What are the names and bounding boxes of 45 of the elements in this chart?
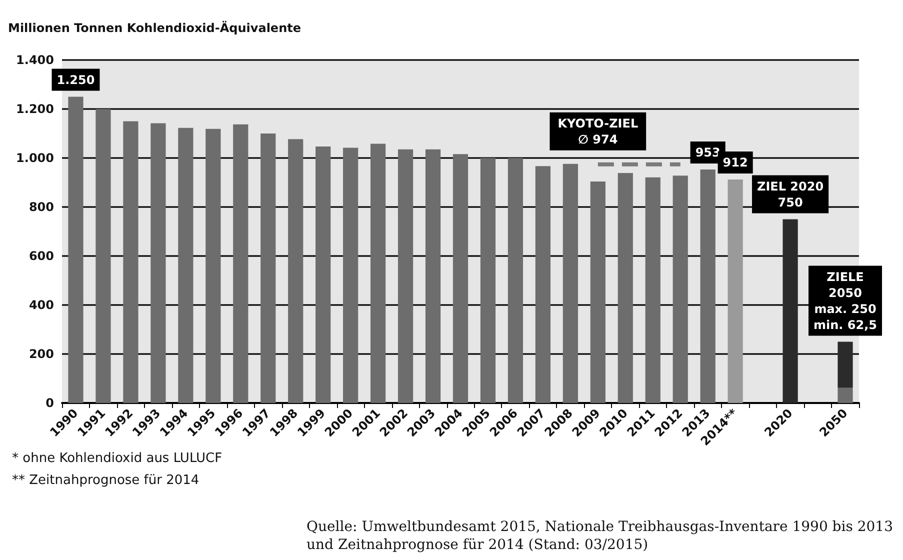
y-axis-title: Millionen Tonnen Kohlendioxid-Äquivalente — [8, 20, 301, 35]
bar — [452, 154, 468, 403]
bar — [233, 124, 248, 403]
y-tick-label: 800 — [28, 200, 54, 214]
bar — [123, 121, 138, 403]
bar — [178, 128, 194, 403]
bar — [535, 166, 551, 403]
y-tick-label: 1.000 — [16, 151, 54, 165]
annotation: KYOTO-ZIEL ∅ 974 — [558, 116, 638, 146]
bar — [288, 139, 304, 403]
bar — [206, 128, 221, 403]
bar — [562, 164, 578, 403]
bar — [728, 180, 743, 403]
y-tick-label: 600 — [28, 249, 54, 263]
bar — [590, 182, 606, 403]
source-note: Quelle: Umweltbundesamt 2015, Nationale Treibhausgas-Inventare 1990 bis 2013 und Zeitnahprognose für 2014 (Stand: 03/2015) — [306, 519, 894, 553]
bar — [260, 134, 276, 403]
bar — [618, 172, 633, 403]
data-label: 912 — [722, 156, 748, 170]
data-label: ZIELE 2050 max. 250 min. 62,5 — [814, 270, 878, 332]
bar — [838, 388, 853, 403]
bar — [150, 123, 166, 403]
bar — [672, 176, 688, 403]
bar — [68, 96, 84, 403]
data-label: 953 — [695, 146, 720, 160]
bar — [343, 148, 358, 403]
bar — [316, 146, 331, 403]
bar — [838, 342, 853, 388]
bar — [645, 177, 660, 403]
data-label: ZIEL 2020 750 — [756, 179, 824, 210]
data-label: 1.250 — [56, 72, 95, 87]
bar — [700, 170, 716, 403]
y-tick-label: 400 — [28, 298, 54, 312]
bar — [96, 109, 111, 403]
bar — [398, 149, 414, 403]
y-tick-label: 200 — [28, 347, 54, 361]
bar — [370, 144, 386, 403]
y-tick-label: 1.400 — [16, 53, 54, 67]
bar — [480, 158, 496, 403]
y-tick-label: 0 — [46, 396, 54, 410]
y-tick-label: 1.200 — [16, 102, 54, 116]
text: * ohne Kohlendioxid aus LULUCF — [12, 451, 222, 466]
text: ** Zeitnahprognose für 2014 — [12, 473, 200, 488]
bar — [425, 149, 441, 403]
bar — [508, 158, 524, 403]
